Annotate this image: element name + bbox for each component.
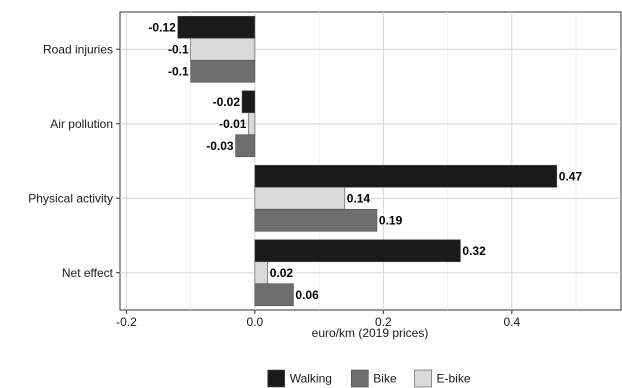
bar-e-bike (254, 261, 269, 285)
legend-swatch-bike (350, 369, 369, 388)
y-tick-label: Road injuries (43, 42, 113, 56)
bar-walking (177, 15, 256, 39)
bar-bike (190, 59, 256, 83)
x-tick-label: 0.2 (375, 315, 392, 329)
data-labels: -0.12 -0.1 -0.1 -0.02 -0.01 -0.03 0.47 0.14 0.19… (148, 20, 582, 302)
bar-e-bike (190, 37, 256, 61)
data-label: 0.14 (347, 191, 371, 205)
plot-panel: -0.12 -0.1 -0.1 -0.02 -0.01 -0.03 0.47 0.14 0.19… (119, 11, 622, 311)
data-label: 0.47 (559, 169, 583, 183)
legend-swatch-walking (267, 369, 286, 388)
data-label: 0.06 (295, 288, 319, 302)
legend-label: E-bike (437, 372, 471, 386)
data-label: 0.32 (462, 244, 486, 258)
bar-e-bike (248, 112, 256, 136)
x-axis: -0.2 0.0 0.2 0.4 (116, 310, 520, 329)
bar-e-bike (254, 186, 346, 210)
bar-walking (254, 164, 558, 188)
data-label: -0.01 (219, 117, 247, 131)
y-tick-label: Air pollution (50, 117, 113, 131)
bar-bike (254, 208, 378, 232)
bar-bike (235, 134, 256, 158)
data-label: -0.03 (206, 139, 234, 153)
data-label: -0.12 (148, 20, 176, 34)
data-label: 0.02 (270, 266, 294, 280)
x-tick-label: 0.0 (247, 315, 264, 329)
y-tick-label: Physical activity (28, 191, 113, 205)
legend: Walking Bike E-bike (267, 369, 471, 388)
y-tick-label: Net effect (62, 266, 114, 280)
data-label: -0.1 (168, 42, 189, 56)
x-axis-title: euro/km (2019 prices) (312, 326, 429, 340)
data-label: -0.02 (213, 95, 241, 109)
bar-walking (254, 239, 461, 263)
x-tick-label: 0.4 (503, 315, 520, 329)
bar-walking (241, 90, 256, 114)
legend-label: Walking (290, 372, 332, 386)
y-axis: Road injuries Air pollution Physical activ… (28, 42, 120, 280)
x-tick-label: -0.2 (116, 315, 137, 329)
legend-swatch-e-bike (414, 369, 432, 388)
data-label: 0.19 (379, 213, 403, 227)
bar-bike (254, 283, 294, 307)
legend-label: Bike (373, 372, 397, 386)
bars (177, 15, 558, 307)
data-label: -0.1 (168, 64, 189, 78)
